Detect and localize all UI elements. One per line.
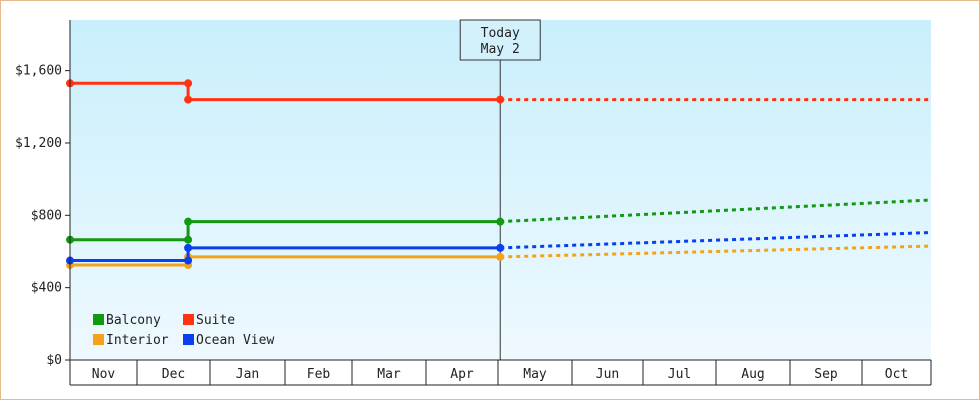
series-line-ocean-view [70,246,501,263]
x-tick-label-feb: Feb [307,367,331,382]
today-box [459,19,541,61]
x-tick-label-may: May [523,367,547,382]
data-point-interior-3 [496,252,505,261]
data-point-balcony-2 [184,217,193,226]
x-tick-label-jun: Jun [596,367,619,382]
legend-label-interior: Interior [106,333,169,348]
data-point-ocean-view-3 [496,243,505,252]
x-tick-label-apr: Apr [450,367,474,382]
x-tick-label-aug: Aug [741,367,764,382]
x-tick-label-nov: Nov [92,367,116,382]
y-tick-label-0: $0 [46,353,62,368]
y-tick-label-2: $800 [31,208,62,223]
legend-swatch-ocean-view [183,334,194,345]
series-suite [66,79,931,104]
data-point-suite-2 [184,95,193,104]
x-tick-label-jan: Jan [236,367,259,382]
legend-swatch-suite [183,314,194,325]
x-tick-label-oct: Oct [885,367,908,382]
data-point-ocean-view-2 [184,243,193,252]
x-tick-label-jul: Jul [668,367,691,382]
legend-label-ocean-view: Ocean View [196,333,274,348]
legend-item-suite: Suite [183,313,235,328]
data-point-ocean-view-1 [184,256,193,265]
x-tick-label-dec: Dec [162,367,185,382]
series-line-suite [70,81,501,102]
x-tick-label-sep: Sep [814,367,838,382]
data-point-balcony-1 [184,235,193,244]
legend-label-balcony: Balcony [106,313,161,328]
series-balcony [66,198,932,244]
data-point-balcony-3 [496,217,505,226]
series-line-balcony [70,220,501,242]
data-point-suite-1 [184,79,193,88]
data-point-suite-3 [496,95,505,104]
legend-label-suite: Suite [196,313,235,328]
y-tick-label-3: $1,200 [15,136,62,151]
x-tick-label-mar: Mar [377,367,401,382]
legend-swatch-interior [93,334,104,345]
today-label-line-1: Today [481,26,520,41]
legend-swatch-balcony [93,314,104,325]
legend-item-interior: Interior [93,333,169,348]
y-tick-label-1: $400 [31,281,62,296]
legend-item-ocean-view: Ocean View [183,333,274,348]
today-label-line-2: May 2 [481,42,520,57]
y-tick-label-4: $1,600 [15,64,62,79]
legend-item-balcony: Balcony [93,313,161,328]
series-ocean-view [66,231,932,265]
